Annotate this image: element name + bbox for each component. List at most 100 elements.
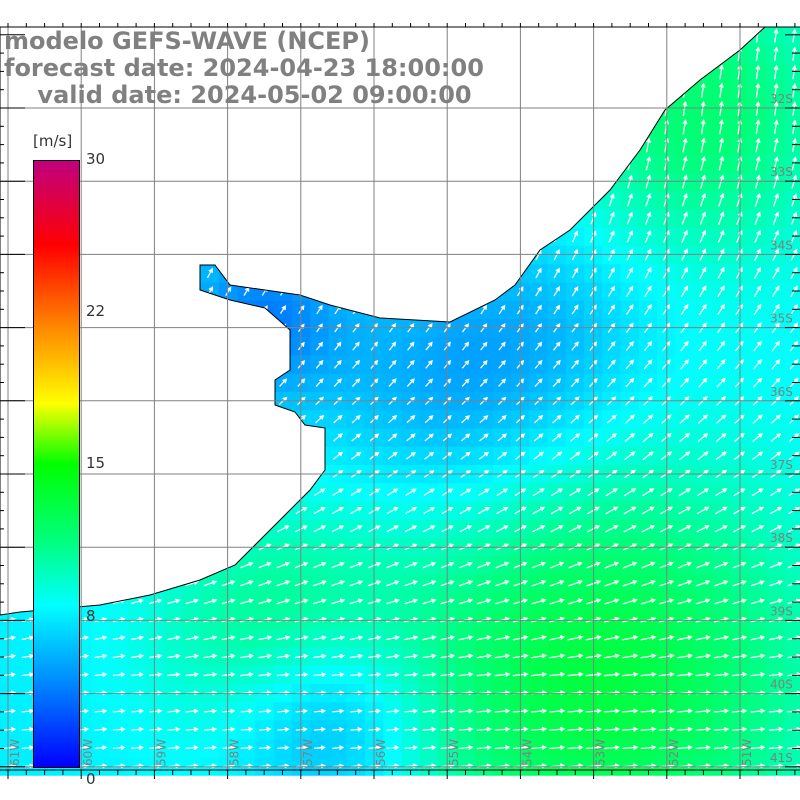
wind-arrow xyxy=(625,340,634,352)
wind-arrow xyxy=(404,580,419,587)
wind-arrow xyxy=(623,488,637,497)
wind-arrow xyxy=(222,708,236,714)
wind-arrow xyxy=(659,580,675,587)
wind-arrow xyxy=(225,286,232,296)
wind-arrow xyxy=(607,304,616,315)
wind-arrow xyxy=(332,451,344,460)
wind-arrow xyxy=(732,671,748,677)
wind-arrow xyxy=(700,82,706,98)
wind-arrow xyxy=(331,653,345,659)
wind-arrow xyxy=(790,230,798,243)
wind-arrow xyxy=(94,653,108,659)
wind-arrow xyxy=(677,653,693,659)
wind-arrow xyxy=(732,580,747,587)
wind-arrow xyxy=(714,525,728,533)
wind-arrow xyxy=(332,708,345,714)
wind-arrow xyxy=(149,708,163,714)
wind-arrow xyxy=(534,359,543,369)
wind-arrow xyxy=(717,285,725,298)
wind-arrow xyxy=(316,304,323,315)
wind-arrow xyxy=(661,359,671,370)
wind-arrow xyxy=(716,322,726,334)
wind-arrow xyxy=(240,726,254,732)
wind-arrow xyxy=(167,598,181,605)
wind-arrow xyxy=(624,432,636,442)
wind-arrow xyxy=(333,359,342,369)
wind-arrow xyxy=(660,451,673,461)
wind-arrow xyxy=(315,359,324,369)
wind-arrow xyxy=(549,598,565,605)
wind-arrow xyxy=(645,174,652,189)
wind-arrow xyxy=(533,451,545,460)
wind-arrow xyxy=(315,341,324,351)
wind-arrow xyxy=(552,414,562,424)
wind-arrow xyxy=(407,323,415,333)
wind-arrow xyxy=(715,451,727,461)
wind-arrow xyxy=(773,156,779,171)
wind-arrow xyxy=(553,304,561,315)
wind-arrow xyxy=(682,100,688,117)
wind-arrow xyxy=(607,359,616,370)
wind-arrow xyxy=(768,653,784,659)
wind-arrow xyxy=(461,415,471,424)
wind-arrow xyxy=(658,708,675,714)
wind-arrow xyxy=(349,580,364,587)
wind-arrow xyxy=(21,672,35,678)
wind-arrow xyxy=(643,377,653,388)
wind-arrow xyxy=(644,211,652,225)
wind-arrow xyxy=(112,653,126,659)
wind-arrow xyxy=(753,322,762,334)
wind-arrow xyxy=(496,488,509,497)
wind-arrow xyxy=(736,211,743,225)
wind-arrow xyxy=(736,192,743,207)
wind-arrow xyxy=(277,708,290,714)
speed-cell xyxy=(784,373,800,393)
wind-arrow xyxy=(791,101,797,116)
wind-arrow xyxy=(461,359,470,369)
wind-arrow xyxy=(713,671,730,677)
wind-arrow xyxy=(553,249,560,261)
wind-arrow xyxy=(462,323,469,333)
wind-arrow xyxy=(605,506,619,515)
wind-arrow xyxy=(718,192,725,207)
wind-arrow xyxy=(404,708,419,714)
wind-arrow xyxy=(386,561,400,569)
wind-arrow xyxy=(755,119,761,135)
wind-arrow xyxy=(149,653,163,659)
wind-arrow xyxy=(480,323,488,333)
wind-arrow xyxy=(755,82,761,98)
wind-arrow xyxy=(406,359,415,369)
wind-arrow xyxy=(331,598,346,605)
wind-arrow xyxy=(713,708,730,714)
wind-arrow xyxy=(626,304,634,315)
wind-arrow xyxy=(130,653,145,659)
wind-arrow xyxy=(203,580,218,587)
wind-arrow xyxy=(607,322,616,333)
wind-arrow xyxy=(422,745,437,751)
wind-arrow xyxy=(477,561,492,569)
wind-arrow xyxy=(334,341,342,351)
wind-arrow xyxy=(422,580,437,587)
wind-arrow xyxy=(458,726,474,732)
wind-arrow xyxy=(733,451,746,461)
wind-arrow xyxy=(550,506,564,515)
wind-arrow xyxy=(751,506,765,515)
wind-arrow xyxy=(185,653,200,659)
wind-arrow xyxy=(732,598,747,605)
wind-arrow xyxy=(422,672,437,677)
latitude-label: 39S xyxy=(770,604,793,618)
wind-arrow xyxy=(185,598,199,605)
wind-arrow xyxy=(112,708,126,714)
wind-arrow xyxy=(386,726,400,732)
longitude-label: 56W xyxy=(374,739,388,766)
wind-arrow xyxy=(677,671,693,677)
wind-arrow xyxy=(659,525,674,533)
wind-arrow xyxy=(682,155,688,171)
wind-arrow xyxy=(698,322,707,334)
wind-arrow xyxy=(699,285,707,298)
wind-arrow xyxy=(276,635,291,641)
wind-arrow xyxy=(622,708,639,714)
wind-arrow xyxy=(550,525,564,533)
wind-arrow xyxy=(549,708,566,714)
wind-arrow xyxy=(658,653,675,659)
